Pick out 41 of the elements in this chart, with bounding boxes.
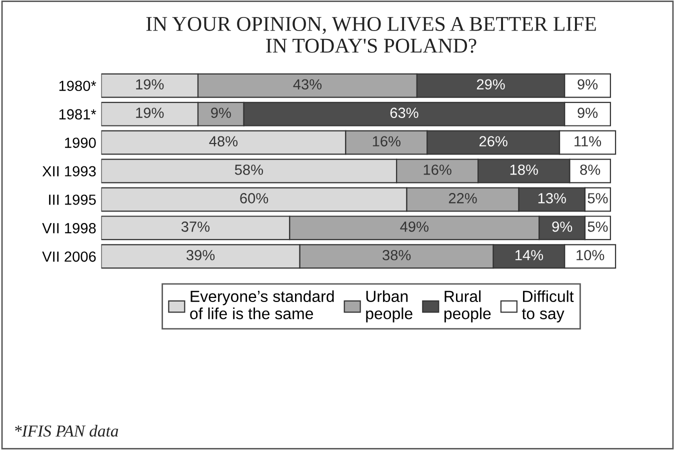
data-label: 37%	[181, 222, 210, 232]
y-tick-label: 1981*	[59, 109, 96, 120]
data-label: 60%	[240, 193, 268, 204]
data-label: 9%	[211, 108, 231, 118]
data-label: 16%	[372, 136, 400, 146]
data-label: 9%	[578, 79, 598, 90]
data-label: 49%	[400, 222, 428, 232]
data-label: 38%	[382, 250, 411, 260]
data-label: 16%	[424, 164, 452, 175]
data-label: 11%	[574, 136, 602, 146]
data-label: 26%	[479, 136, 508, 146]
chart-title: IN YOUR OPINION, WHO LIVES A BETTER LIFE IN TODAY'S POLAND?	[146, 16, 596, 53]
data-label: 48%	[209, 136, 238, 146]
legend-label: Difficult to say	[522, 290, 574, 322]
data-label: 9%	[578, 108, 598, 118]
data-label: 10%	[576, 250, 604, 260]
data-label: 18%	[510, 164, 538, 175]
data-label: 19%	[136, 108, 164, 118]
y-tick-label: VII 2006	[42, 251, 96, 262]
legend-label: Urban people	[366, 290, 412, 322]
data-label: 58%	[234, 164, 263, 175]
text: *IFIS PAN data	[15, 424, 118, 437]
data-label: 9%	[552, 222, 572, 232]
data-label: 39%	[186, 250, 215, 260]
legend-label: Rural people	[444, 290, 491, 322]
legend-label: Everyone’s standard of life is the same	[190, 290, 334, 320]
data-label: 5%	[588, 193, 608, 204]
data-label: 29%	[476, 79, 505, 90]
data-label: 8%	[580, 164, 600, 175]
y-tick-label: 1980*	[59, 80, 96, 92]
data-label: 43%	[293, 79, 322, 90]
y-tick-label: VII 1998	[42, 223, 96, 234]
data-label: 13%	[538, 193, 566, 204]
data-label: 5%	[588, 222, 608, 232]
y-tick-label: III 1995	[49, 194, 96, 205]
y-tick-label: 1990	[65, 138, 96, 148]
data-label: 14%	[515, 250, 544, 260]
data-label: 19%	[136, 79, 164, 90]
y-tick-label: XII 1993	[42, 166, 96, 176]
data-label: 22%	[448, 193, 477, 204]
data-label: 63%	[390, 108, 418, 118]
